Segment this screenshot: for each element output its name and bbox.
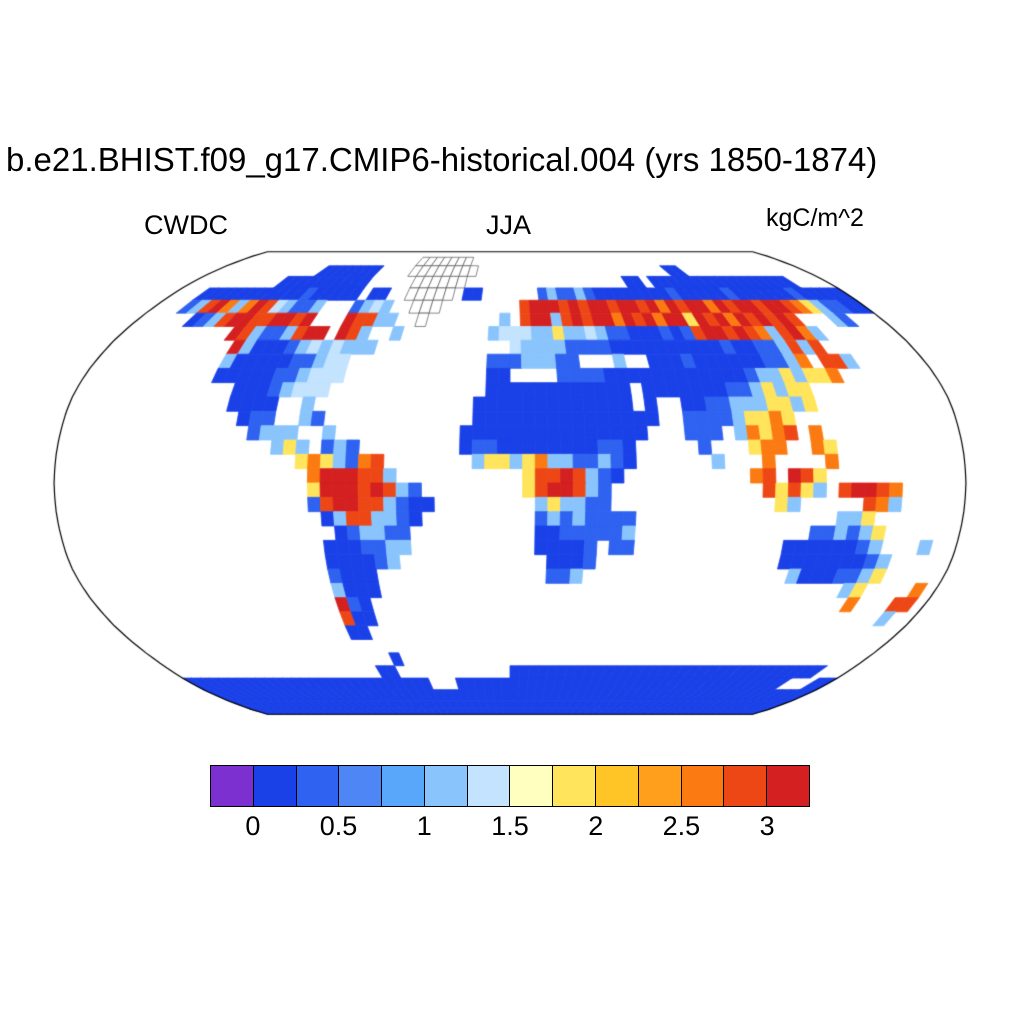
colorbar-ticks: 0 0.5 1 1.5 2 2.5 3	[210, 807, 810, 845]
colorbar-box	[637, 765, 682, 807]
colorbar-tick-label: 1.5	[491, 811, 529, 841]
colorbar-box	[509, 765, 554, 807]
colorbar-box	[466, 765, 511, 807]
variable-label: CWDC	[144, 210, 228, 240]
colorbar-tick-label: 0	[245, 811, 261, 841]
colorbar-boxes	[210, 765, 810, 807]
colorbar-box	[381, 765, 425, 807]
colorbar-tick-label: 3	[759, 811, 775, 841]
colorbar: 0 0.5 1 1.5 2 2.5 3	[210, 765, 810, 845]
units-label: kgC/m^2	[766, 204, 864, 232]
colorbar-box	[552, 765, 597, 807]
colorbar-box	[252, 765, 297, 807]
colorbar-box	[338, 765, 383, 807]
colorbar-tick-label: 0.5	[319, 811, 358, 841]
season-label: JJA	[486, 210, 532, 240]
colorbar-box	[766, 765, 810, 807]
colorbar-box	[210, 765, 254, 807]
colorbar-box	[295, 765, 340, 807]
colorbar-box	[680, 765, 725, 807]
colorbar-tick-label: 1	[416, 811, 432, 841]
colorbar-box	[423, 765, 468, 807]
colorbar-tick-label: 2.5	[662, 811, 701, 841]
plot-title: b.e21.BHIST.f09_g17.CMIP6-historical.004…	[6, 141, 878, 178]
colorbar-box	[723, 765, 768, 807]
colorbar-tick-label: 2	[588, 811, 604, 841]
colorbar-box	[595, 765, 639, 807]
